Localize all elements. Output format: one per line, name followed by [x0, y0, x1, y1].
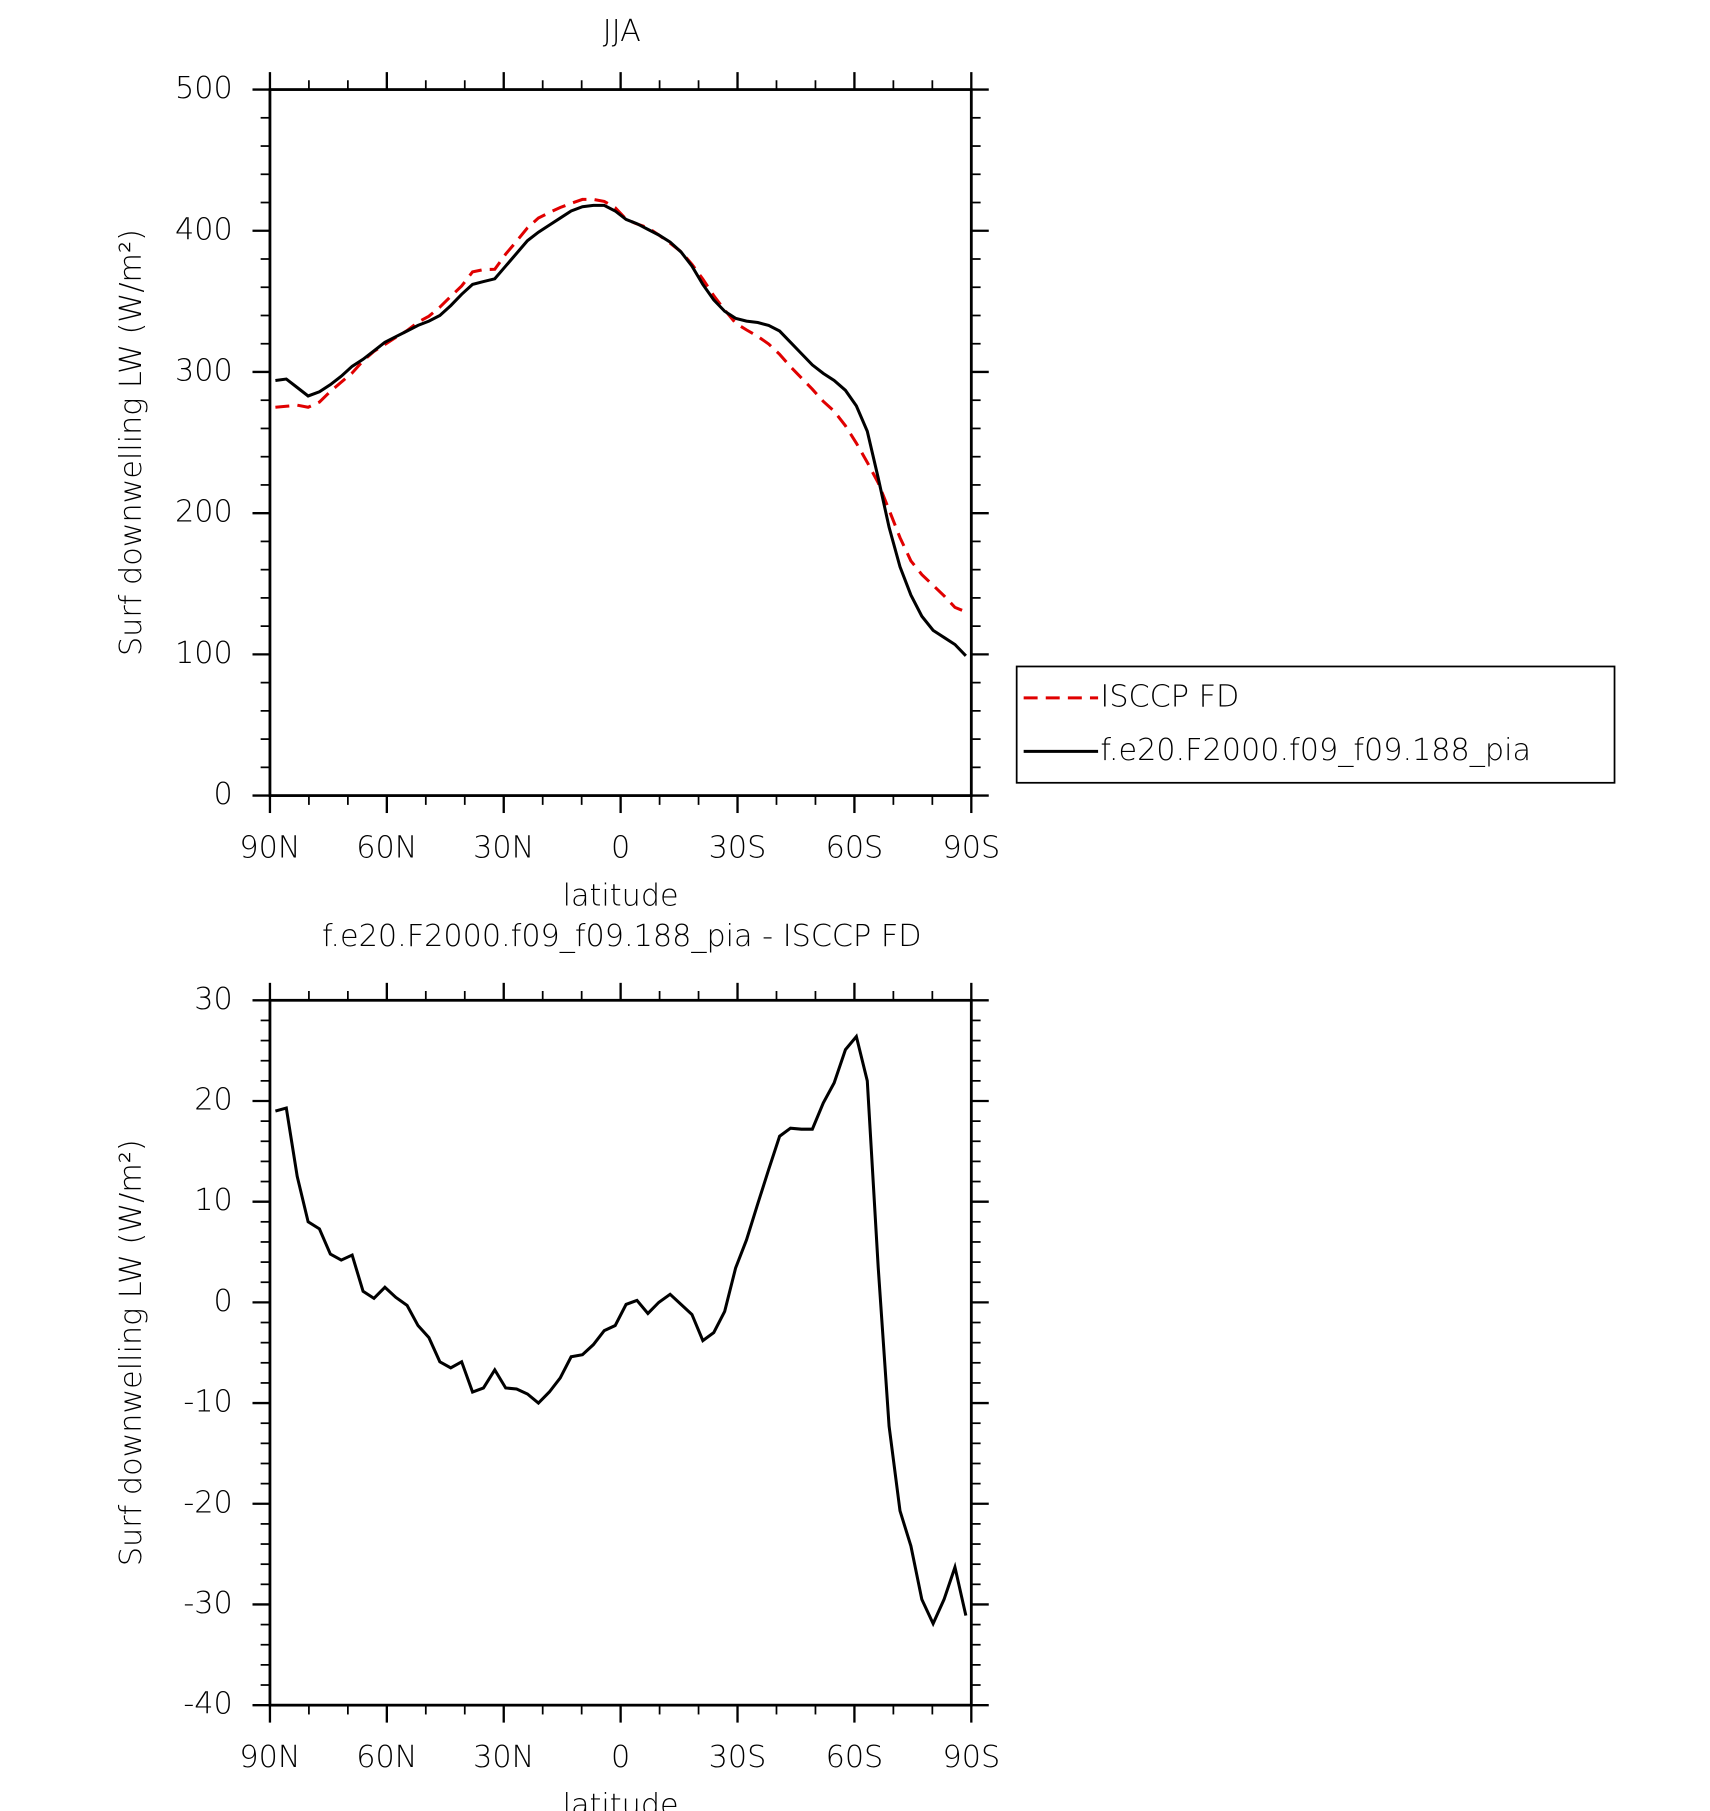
x-tick-label: 0	[611, 1740, 630, 1775]
y-tick-label: 400	[175, 212, 233, 247]
legend-label: f.e20.F2000.f09_f09.188_pia	[1100, 733, 1531, 768]
x-tick-label: 60N	[356, 831, 417, 866]
chart-title: JJA	[603, 14, 641, 49]
x-tick-label: 0	[611, 831, 630, 866]
y-axis-label: Surf downwelling LW (W/m²)	[114, 1139, 149, 1566]
x-tick-label: 90S	[942, 831, 1000, 866]
chart-title: f.e20.F2000.f09_f09.188_pia - ISCCP FD	[322, 919, 922, 954]
y-tick-label: -10	[183, 1385, 232, 1420]
x-axis-label: latitude	[563, 1788, 679, 1811]
legend-box	[1015, 665, 1616, 784]
y-tick-label: 100	[175, 636, 233, 671]
y-tick-label: 500	[175, 71, 233, 106]
data-line	[275, 203, 967, 657]
y-tick-label: 300	[175, 353, 233, 388]
x-tick-label: 30N	[473, 831, 534, 866]
x-tick-label: 60N	[356, 1740, 417, 1775]
plot-frame	[268, 998, 973, 1707]
plot-frame	[268, 88, 973, 797]
y-axis-label: Surf downwelling LW (W/m²)	[114, 229, 149, 656]
data-line	[274, 1033, 968, 1628]
x-axis-label: latitude	[563, 878, 679, 913]
x-tick-label: 30S	[709, 831, 767, 866]
x-tick-label: 60S	[826, 831, 884, 866]
x-tick-label: 30N	[473, 1740, 534, 1775]
y-tick-label: 0	[213, 777, 232, 812]
y-tick-label: 0	[213, 1284, 232, 1319]
x-tick-label: 90N	[239, 831, 300, 866]
x-tick-label: 30S	[709, 1740, 767, 1775]
data-line	[275, 197, 967, 614]
x-tick-label: 90N	[239, 1740, 300, 1775]
y-tick-label: -20	[183, 1485, 232, 1520]
x-tick-label: 60S	[826, 1740, 884, 1775]
x-tick-label: 90S	[942, 1740, 1000, 1775]
y-tick-label: 30	[194, 982, 232, 1017]
y-tick-label: 200	[175, 495, 233, 530]
legend-label: ISCCP FD	[1100, 679, 1239, 714]
y-tick-label: -40	[183, 1687, 232, 1722]
y-tick-label: 20	[194, 1082, 232, 1117]
y-tick-label: -30	[183, 1586, 232, 1621]
y-tick-label: 10	[194, 1183, 232, 1218]
